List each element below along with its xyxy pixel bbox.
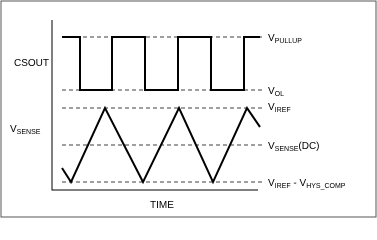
label-sub: SENSE [17,129,41,136]
csout-wave [62,36,260,91]
level-label: VSENSE(DC) [268,141,320,153]
axes [51,20,258,191]
csout-label: CSOUT [14,58,49,69]
level-label: VIREF - VHYS_COMP [268,178,346,190]
label-sub: OL [275,91,284,98]
label-sub: PULLUP [275,38,303,45]
label-part: V [10,124,17,135]
label-part: V [268,86,275,97]
label-part: (DC) [298,141,319,152]
label-part: V [268,102,275,113]
level-label: VOL [268,86,284,98]
timing-diagram: CSOUT VSENSE TIME VPULLUP VOL VIREF VSEN… [0,0,377,218]
level-label: VIREF [268,102,291,114]
vsense-wave [61,105,261,185]
label-part: V [268,141,275,152]
vsense-label: VSENSE [10,124,41,136]
x-axis-label: TIME [150,200,174,211]
label-sub: IREF [275,107,291,114]
label-sub: IREF [275,183,291,190]
label-sub: HYS_COMP [306,183,346,190]
label-part: V [268,178,275,189]
level-label: VPULLUP [268,33,302,45]
label-part: - V [291,178,307,189]
label-part: V [268,33,275,44]
label-sub: SENSE [275,146,299,153]
